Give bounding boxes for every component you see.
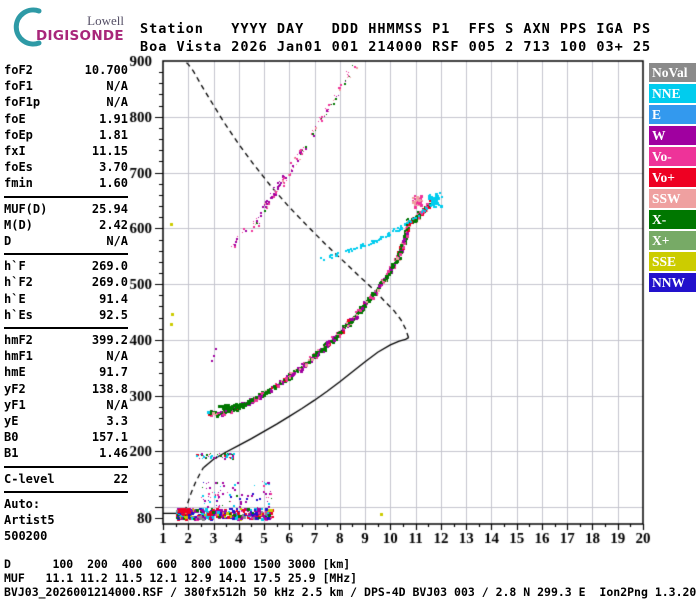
parameter-value: 11.15 [91,144,128,159]
panel-footer-line: Artist5 [4,513,55,528]
parameter-label: fmin [4,176,33,191]
legend-item-ssw: SSW [649,189,696,208]
panel-footer-line: Auto: [4,496,41,511]
distance-row: D 100 200 400 600 800 1000 1500 3000 [km… [4,557,351,571]
parameter-label: h`F [4,259,26,274]
parameter-row: B0 157.1 [4,429,128,445]
parameter-row: MUF(D) 25.94 [4,201,128,217]
parameter-row: foF2 10.700 [4,62,128,78]
parameter-value: 269.0 [91,275,128,290]
logo-digisonde: DIGISONDE [36,28,124,44]
parameter-row: fmin 1.60 [4,175,128,191]
parameter-value: 269.0 [91,259,128,274]
parameter-value: 138.8 [91,381,128,396]
parameter-row: D N/A [4,233,128,249]
logo-text: Lowell DIGISONDE [36,13,124,45]
parameter-row: foF1p N/A [4,94,128,110]
parameter-row: C-level22 [4,471,128,487]
parameter-row: h`E 91.4 [4,291,128,307]
parameter-value: 399.2 [91,333,128,348]
logo-lowell: Lowell [87,13,124,28]
panel-divider [4,465,128,468]
panel-divider [4,327,128,330]
legend-item-e: E [649,105,696,124]
parameter-value: 157.1 [91,430,128,445]
parameter-row: yF1 N/A [4,397,128,413]
legend-item-nnw: NNW [649,273,696,292]
parameter-label: foF1 [4,79,33,94]
legend-item-w: W [649,126,696,145]
parameter-label: C-level [4,471,55,486]
parameter-row: hmE 91.7 [4,364,128,380]
parameter-label: MUF(D) [4,201,48,216]
panel-divider [4,490,128,493]
panel-divider [4,253,128,256]
parameter-label: hmF2 [4,333,33,348]
parameter-label: foF2 [4,63,33,77]
parameter-row: h`Es 92.5 [4,307,128,323]
parameter-row: hmF1 N/A [4,348,128,364]
parameter-row: hmF2 399.2 [4,332,128,348]
legend-item-vo-plus: Vo+ [649,168,696,187]
parameter-label: h`Es [4,307,33,322]
legend-item-sse: SSE [649,252,696,271]
parameter-value: 25.94 [91,201,128,216]
parameter-row: fxI 11.15 [4,143,128,159]
parameter-row: h`F2 269.0 [4,274,128,290]
parameter-label: D [4,234,12,249]
parameter-row: foF1 N/A [4,78,128,94]
parameter-label: fxI [4,144,26,159]
parameter-label: M(D) [4,217,33,232]
parameter-row: B1 1.46 [4,445,128,461]
parameter-label: hmF1 [4,349,33,364]
parameter-label: yF1 [4,397,26,412]
panel-divider [4,195,128,198]
parameter-label: foE [4,111,26,126]
parameter-panel: foF2 10.700 foF1 N/A foF1p N/A foE 1.91 foEp 1.81… [4,62,128,544]
parameter-label: B1 [4,446,19,461]
parameter-label: yF2 [4,381,26,396]
parameter-label: B0 [4,430,19,445]
file-info-row: BVJ03_2026001214000.RSF / 380fx512h 50 k… [4,585,697,599]
legend-item-x-minus: X- [649,210,696,229]
parameter-label: foEs [4,160,33,175]
legend-item-vo-minus: Vo- [649,147,696,166]
parameter-label: foF1p [4,95,41,110]
parameter-row: yE 3.3 [4,413,128,429]
parameter-label: h`E [4,291,26,306]
parameter-row: h`F 269.0 [4,258,128,274]
parameter-value: 10.700 [84,63,128,77]
legend-item-nne: NNE [649,84,696,103]
header-column-names: Station YYYY DAY DDD HHMMSS P1 FFS S AXN… [140,21,652,37]
parameter-row: yF2 138.8 [4,381,128,397]
legend-item-x-plus: X+ [649,231,696,250]
parameter-row: foEs 3.70 [4,159,128,175]
parameter-row: M(D) 2.42 [4,217,128,233]
velocity-legend: NoVal NNE E W Vo- Vo+ SSW X- X+ SSE NNW [649,63,696,294]
parameter-row: foEp 1.81 [4,127,128,143]
legend-item-noval: NoVal [649,63,696,82]
parameter-row: foE 1.91 [4,111,128,127]
parameter-label: yE [4,414,19,429]
panel-footer-line: 500200 [4,529,48,544]
ionogram-plot [120,50,665,550]
parameter-label: h`F2 [4,275,33,290]
parameter-label: hmE [4,365,26,380]
parameter-label: foEp [4,127,33,142]
muf-row: MUF 11.1 11.2 11.5 12.1 12.9 14.1 17.5 2… [4,571,358,585]
digisonde-arc-icon [13,7,42,47]
logo: Lowell DIGISONDE [8,6,124,48]
